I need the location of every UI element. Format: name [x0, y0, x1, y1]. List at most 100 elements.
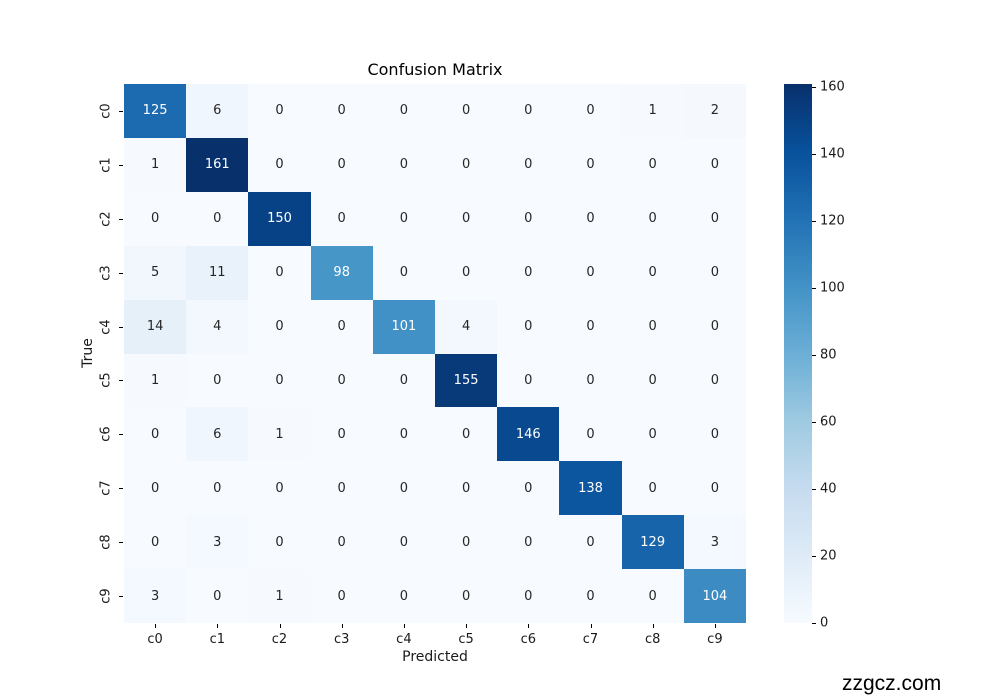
heatmap-cell-c0-c7: 0 — [559, 84, 622, 138]
heatmap-cell-c8-c2: 0 — [248, 515, 311, 570]
colorbar-tick-label-120: 120 — [820, 213, 845, 229]
x-tick-mark — [341, 624, 343, 628]
heatmap-cell-c8-c8: 129 — [621, 515, 684, 570]
heatmap-cell-c1-c7: 0 — [559, 137, 622, 192]
x-tick-mark — [714, 624, 716, 628]
heatmap-cell-c4-c8: 0 — [621, 299, 684, 354]
heatmap-cell-c0-c4: 0 — [372, 84, 435, 138]
y-tick-mark — [119, 326, 123, 328]
colorbar-tick-mark — [812, 556, 816, 558]
heatmap-cell-c6-c7: 0 — [559, 407, 622, 462]
heatmap-cell-c3-c9: 0 — [683, 245, 746, 300]
heatmap-cell-c6-c6: 146 — [497, 407, 560, 462]
heatmap-cell-c0-c8: 1 — [621, 84, 684, 138]
heatmap-cell-c6-c4: 0 — [372, 407, 435, 462]
x-tick-label-c3: c3 — [333, 632, 350, 647]
y-tick-label-c8: c8 — [98, 534, 114, 550]
heatmap-cell-c1-c4: 0 — [372, 137, 435, 192]
heatmap-cell-c7-c9: 0 — [683, 461, 746, 516]
heatmap-cell-c7-c0: 0 — [124, 461, 187, 516]
x-tick-mark — [279, 624, 281, 628]
colorbar-tick-label-100: 100 — [820, 280, 845, 296]
y-tick-mark — [119, 110, 123, 112]
heatmap-cell-c7-c3: 0 — [310, 461, 373, 516]
heatmap-cell-c1-c0: 1 — [124, 137, 187, 192]
colorbar-tick-label-160: 160 — [820, 79, 845, 95]
colorbar-tick-mark — [812, 154, 816, 156]
heatmap-cell-c5-c0: 1 — [124, 353, 187, 408]
colorbar-tick-label-0: 0 — [820, 615, 829, 631]
heatmap-cell-c6-c0: 0 — [124, 407, 187, 462]
heatmap-cell-c7-c8: 0 — [621, 461, 684, 516]
y-tick-mark — [119, 542, 123, 544]
heatmap-cell-c3-c1: 11 — [186, 245, 249, 300]
heatmap-cell-c5-c5: 155 — [435, 353, 498, 408]
heatmap-cell-c0-c9: 2 — [683, 84, 746, 138]
heatmap-cell-c9-c3: 0 — [310, 569, 373, 623]
chart-title: Confusion Matrix — [367, 60, 503, 79]
y-tick-mark — [119, 434, 123, 436]
y-tick-label-c3: c3 — [98, 264, 114, 281]
heatmap-cell-c5-c1: 0 — [186, 353, 249, 408]
colorbar-tick-label-60: 60 — [820, 414, 837, 430]
colorbar-tick-mark — [812, 87, 816, 89]
heatmap-cell-c7-c6: 0 — [497, 461, 560, 516]
heatmap-cell-c4-c6: 0 — [497, 299, 560, 354]
y-tick-label-c7: c7 — [98, 480, 114, 496]
colorbar-tick-mark — [812, 355, 816, 357]
heatmap-cell-c2-c1: 0 — [186, 191, 249, 246]
colorbar — [784, 84, 812, 623]
y-tick-mark — [119, 380, 123, 382]
heatmap-cell-c7-c7: 138 — [559, 461, 622, 516]
heatmap-cell-c9-c6: 0 — [497, 569, 560, 623]
x-tick-mark — [590, 624, 592, 628]
heatmap-cell-c3-c4: 0 — [372, 245, 435, 300]
heatmap-cell-c3-c2: 0 — [248, 245, 311, 300]
x-tick-mark — [217, 624, 219, 628]
heatmap-cell-c1-c5: 0 — [435, 137, 498, 192]
heatmap-cell-c0-c6: 0 — [497, 84, 560, 138]
heatmap-cell-c3-c7: 0 — [559, 245, 622, 300]
heatmap-cell-c1-c9: 0 — [683, 137, 746, 192]
x-tick-label-c4: c4 — [396, 632, 412, 647]
heatmap-cell-c4-c1: 4 — [186, 299, 249, 354]
heatmap-cell-c1-c8: 0 — [621, 137, 684, 192]
heatmap-cell-c9-c1: 0 — [186, 569, 249, 623]
y-tick-label-c2: c2 — [98, 211, 114, 227]
heatmap-cell-c2-c2: 150 — [248, 191, 311, 246]
heatmap-cell-c7-c4: 0 — [372, 461, 435, 516]
heatmap-cell-c7-c1: 0 — [186, 461, 249, 516]
x-tick-label-c1: c1 — [209, 632, 226, 647]
heatmap-cell-c0-c5: 0 — [435, 84, 498, 138]
colorbar-tick-mark — [812, 489, 816, 491]
colorbar-tick-mark — [812, 288, 816, 290]
y-tick-mark — [119, 272, 123, 274]
heatmap-cell-c0-c1: 6 — [186, 84, 249, 138]
heatmap-cell-c6-c3: 0 — [310, 407, 373, 462]
x-tick-label-c6: c6 — [520, 632, 537, 647]
x-tick-label-c2: c2 — [271, 632, 288, 647]
watermark: zzgcz.com — [842, 672, 942, 695]
y-tick-label-c9: c9 — [98, 588, 114, 604]
heatmap-cell-c5-c2: 0 — [248, 353, 311, 408]
heatmap-cell-c8-c5: 0 — [435, 515, 498, 570]
heatmap-cell-c6-c2: 1 — [248, 407, 311, 462]
x-tick-label-c5: c5 — [458, 632, 474, 647]
heatmap-cell-c8-c7: 0 — [559, 515, 622, 570]
heatmap-cell-c6-c1: 6 — [186, 407, 249, 462]
x-tick-label-c0: c0 — [147, 632, 163, 647]
colorbar-tick-mark — [812, 221, 816, 223]
heatmap-cell-c6-c5: 0 — [435, 407, 498, 462]
heatmap-cell-c4-c5: 4 — [435, 299, 498, 354]
heatmap-cell-c5-c8: 0 — [621, 353, 684, 408]
colorbar-tick-label-140: 140 — [820, 146, 845, 162]
heatmap-cell-c8-c6: 0 — [497, 515, 560, 570]
y-tick-mark — [119, 218, 123, 220]
heatmap-cell-c2-c4: 0 — [372, 191, 435, 246]
heatmap-cell-c5-c3: 0 — [310, 353, 373, 408]
x-tick-label-c8: c8 — [644, 632, 661, 647]
heatmap-cell-c0-c0: 125 — [124, 84, 187, 138]
colorbar-tick-label-80: 80 — [820, 347, 837, 363]
heatmap-cell-c1-c3: 0 — [310, 137, 373, 192]
